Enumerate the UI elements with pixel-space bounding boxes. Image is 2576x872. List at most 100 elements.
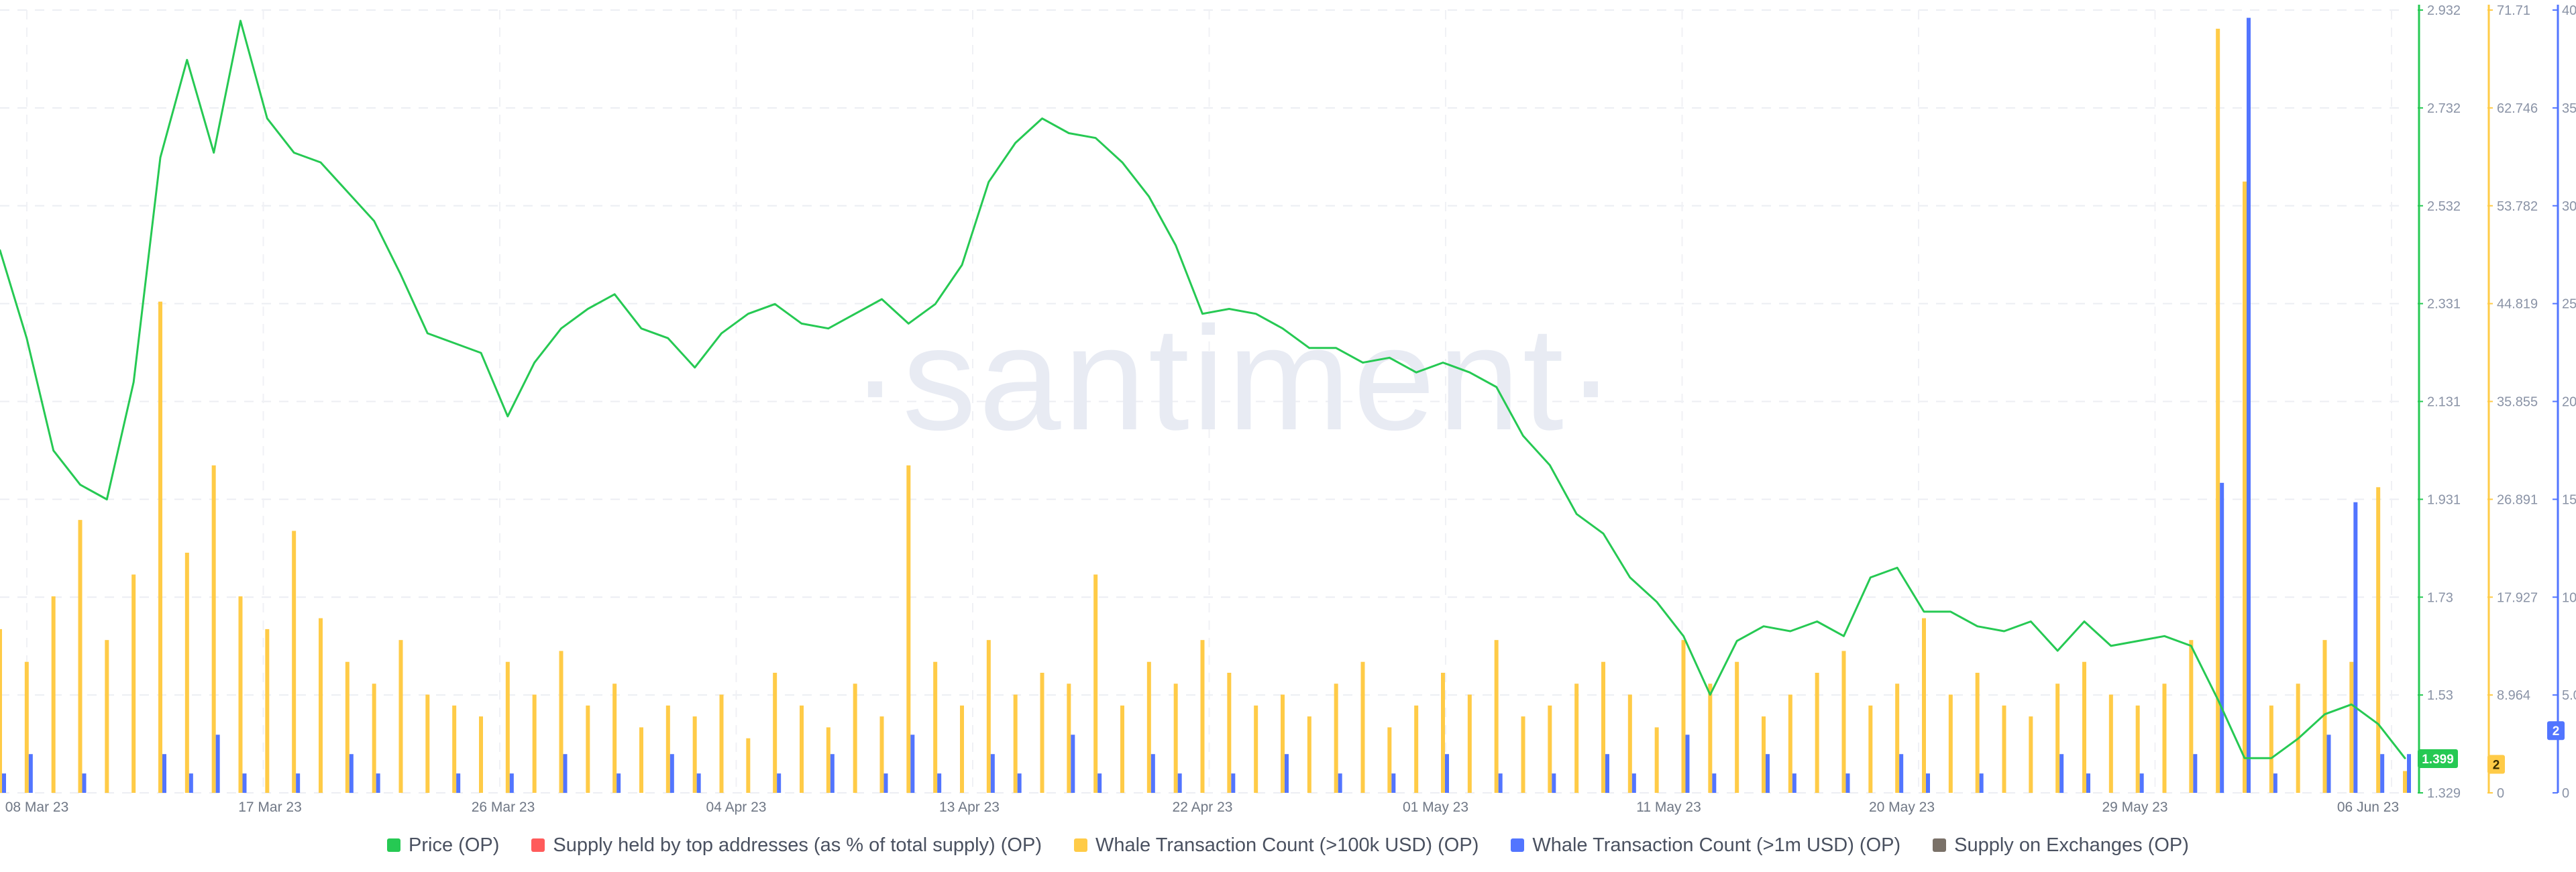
whale-1m-bar <box>1071 734 1075 793</box>
whale-1m-bar <box>1338 773 1342 793</box>
legend-swatch-price <box>387 838 401 852</box>
legend-item-whale-100k[interactable]: Whale Transaction Count (>100k USD) (OP) <box>1073 834 1479 857</box>
whale-100k-bar <box>292 531 297 793</box>
x-tick-label: 06 Jun 23 <box>2337 800 2399 815</box>
whale-100k-bar <box>78 520 83 793</box>
whale-100k-bar <box>452 705 457 793</box>
whale-100k-bar <box>345 661 350 793</box>
x-tick-label: 17 Mar 23 <box>238 800 302 815</box>
whale-100k-bar <box>2108 694 2113 793</box>
whale-100k-bar <box>826 727 830 793</box>
whale-1m-bar <box>162 754 166 793</box>
whale-1m-bar <box>509 773 514 793</box>
whale-100k-bar <box>906 465 911 793</box>
whale-100k-bar <box>1013 694 1018 793</box>
whale-1m-bar <box>883 773 888 793</box>
whale-100k-bar <box>2189 640 2194 793</box>
whale-100k-bar <box>425 694 430 793</box>
whale-100k-bar <box>1227 672 1232 793</box>
legend-label-exchange-supply: Supply on Exchanges (OP) <box>1954 834 2189 856</box>
whale-100k-bar <box>2029 716 2033 793</box>
whale-1m-bar <box>830 754 835 793</box>
whale-100k-bar <box>639 727 643 793</box>
price-line <box>0 19 2406 759</box>
whale-100k-axis-tick-label: 0 <box>2497 786 2504 801</box>
whale-100k-bar <box>1146 661 1151 793</box>
chart-legend: Price (OP) Supply held by top addresses … <box>0 832 2576 859</box>
whale-1m-bar <box>1631 773 1636 793</box>
whale-100k-bar <box>746 738 751 793</box>
x-tick-label: 13 Apr 23 <box>939 800 1000 815</box>
legend-item-exchange-supply[interactable]: Supply on Exchanges (OP) <box>1933 834 2189 857</box>
whale-1m-bar <box>2353 502 2358 793</box>
whale-1m-bar <box>28 754 33 793</box>
legend-item-top-holders[interactable]: Supply held by top addresses (as % of to… <box>531 834 1042 857</box>
x-tick-label: 20 May 23 <box>1869 800 1935 815</box>
whale-1m-axis-tick-label: 35.35 <box>2562 101 2576 116</box>
price-axis-tick-label: 1.73 <box>2427 590 2453 605</box>
whale-100k-bar <box>1441 672 1445 793</box>
whale-100k-bar <box>1841 651 1846 793</box>
whale-100k-bar <box>1200 640 1205 793</box>
legend-label-whale-100k: Whale Transaction Count (>100k USD) (OP) <box>1095 834 1479 856</box>
whale-100k-axis-tick-label: 17.927 <box>2497 590 2538 605</box>
whale-100k-axis-tick-label: 26.891 <box>2497 492 2538 507</box>
whale-100k-current-badge-bg <box>2487 755 2505 774</box>
whale-1m-bar <box>2193 754 2198 793</box>
whale-1m-axis-tick-label: 40.4 <box>2562 3 2576 18</box>
whale-1m-axis-tick-label: 30.3 <box>2562 199 2576 214</box>
whale-100k-bar <box>1467 694 1472 793</box>
legend-item-price[interactable]: Price (OP) <box>387 834 499 857</box>
whale-1m-bar <box>2139 773 2144 793</box>
whale-100k-axis-tick-label: 8.964 <box>2497 688 2530 703</box>
whale-1m-bar <box>242 773 247 793</box>
whale-1m-bar <box>1926 773 1930 793</box>
whale-1m-bar <box>2086 773 2090 793</box>
whale-100k-axis-tick-label: 53.782 <box>2497 199 2538 214</box>
whale-100k-bar <box>532 694 537 793</box>
whale-100k-bar <box>2269 705 2273 793</box>
whale-1m-bar <box>2326 734 2331 793</box>
whale-100k-bar <box>2349 661 2354 793</box>
whale-100k-bar <box>1120 705 1124 793</box>
legend-label-whale-1m: Whale Transaction Count (>1m USD) (OP) <box>1532 834 1901 856</box>
whale-1m-bar <box>696 773 701 793</box>
x-tick-label: 08 Mar 23 <box>5 800 69 815</box>
whale-1m-bar <box>349 754 354 793</box>
whale-100k-bar <box>1762 716 1766 793</box>
whale-100k-bar <box>51 596 56 793</box>
whale-100k-bar <box>1922 618 1926 793</box>
whale-1m-bar <box>1445 754 1449 793</box>
whale-1m-bar <box>910 734 915 793</box>
whale-100k-bar <box>0 629 2 793</box>
legend-item-whale-1m[interactable]: Whale Transaction Count (>1m USD) (OP) <box>1511 834 1900 857</box>
whale-100k-bar <box>372 684 376 793</box>
whale-100k-axis-tick-label: 62.746 <box>2497 101 2538 116</box>
whale-1m-bar <box>1552 773 1556 793</box>
whale-100k-bar <box>773 672 777 793</box>
whale-1m-bar <box>1177 773 1182 793</box>
whale-1m-bar <box>1231 773 1236 793</box>
whale-100k-bar <box>879 716 884 793</box>
whale-1m-bars <box>2 17 2411 794</box>
whale-1m-axis-tick-label: 15.15 <box>2562 492 2576 507</box>
whale-1m-bar <box>189 773 193 793</box>
whale-100k-bar <box>1815 672 1819 793</box>
whale-1m-bar <box>215 734 220 793</box>
whale-100k-bar <box>1307 716 1311 793</box>
whale-100k-bar <box>586 705 590 793</box>
whale-100k-bar <box>2055 684 2060 793</box>
whale-1m-bar <box>1150 754 1155 793</box>
whale-100k-bar <box>692 716 697 793</box>
price-axis-tick-label: 1.931 <box>2427 492 2461 507</box>
x-axis-ticks: 08 Mar 23 17 Mar 23 26 Mar 23 04 Apr 23 13 A… <box>5 800 2399 815</box>
whale-100k-bar <box>1521 716 1525 793</box>
whale-1m-axis-ticks: 40.4 35.35 30.3 25.25 20.2 15.15 10.1 5.05 0 <box>2553 3 2576 801</box>
whale-100k-bar <box>1708 684 1713 793</box>
whale-100k-bar <box>184 552 189 793</box>
whale-100k-bar <box>1548 705 1552 793</box>
whale-100k-axis-tick-label: 44.819 <box>2497 297 2538 312</box>
whale-1m-bar <box>1498 773 1503 793</box>
whale-100k-bar <box>559 651 564 793</box>
